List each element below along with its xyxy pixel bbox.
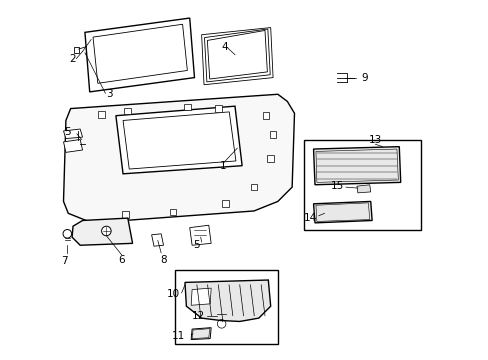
Text: 13: 13 — [368, 135, 381, 145]
Text: 4: 4 — [221, 42, 227, 51]
Text: 10: 10 — [167, 289, 180, 299]
Polygon shape — [151, 234, 163, 246]
Bar — [304, 140, 420, 230]
Polygon shape — [313, 147, 400, 185]
Text: 7: 7 — [61, 256, 68, 266]
Polygon shape — [116, 106, 242, 174]
Polygon shape — [184, 280, 270, 321]
Circle shape — [63, 230, 71, 238]
Text: 2: 2 — [70, 54, 76, 64]
Polygon shape — [63, 140, 82, 152]
Polygon shape — [63, 129, 82, 139]
Text: 11: 11 — [171, 331, 184, 341]
Polygon shape — [313, 202, 371, 223]
Bar — [250, 184, 257, 190]
Polygon shape — [189, 225, 211, 245]
Bar — [215, 105, 221, 112]
Bar — [124, 108, 131, 114]
Bar — [122, 211, 128, 218]
Bar — [183, 104, 190, 111]
Bar — [269, 131, 276, 138]
Bar — [222, 201, 228, 207]
Text: 8: 8 — [160, 255, 166, 265]
Bar — [267, 155, 273, 162]
Bar — [169, 208, 176, 215]
Text: 15: 15 — [330, 181, 344, 191]
Text: 5: 5 — [193, 240, 200, 250]
Bar — [175, 270, 277, 344]
Text: 1: 1 — [219, 161, 226, 171]
Polygon shape — [191, 288, 211, 305]
Bar — [262, 112, 269, 119]
Text: 3: 3 — [106, 89, 113, 99]
Text: 5: 5 — [64, 127, 70, 138]
Polygon shape — [72, 218, 132, 245]
Text: 14: 14 — [303, 213, 316, 223]
Text: 12: 12 — [192, 311, 205, 321]
Bar — [98, 111, 105, 118]
Polygon shape — [63, 94, 294, 223]
Circle shape — [102, 226, 111, 236]
Text: 6: 6 — [118, 255, 124, 265]
Text: 9: 9 — [361, 73, 367, 82]
Polygon shape — [356, 185, 370, 193]
Polygon shape — [74, 47, 79, 53]
Polygon shape — [191, 328, 211, 339]
